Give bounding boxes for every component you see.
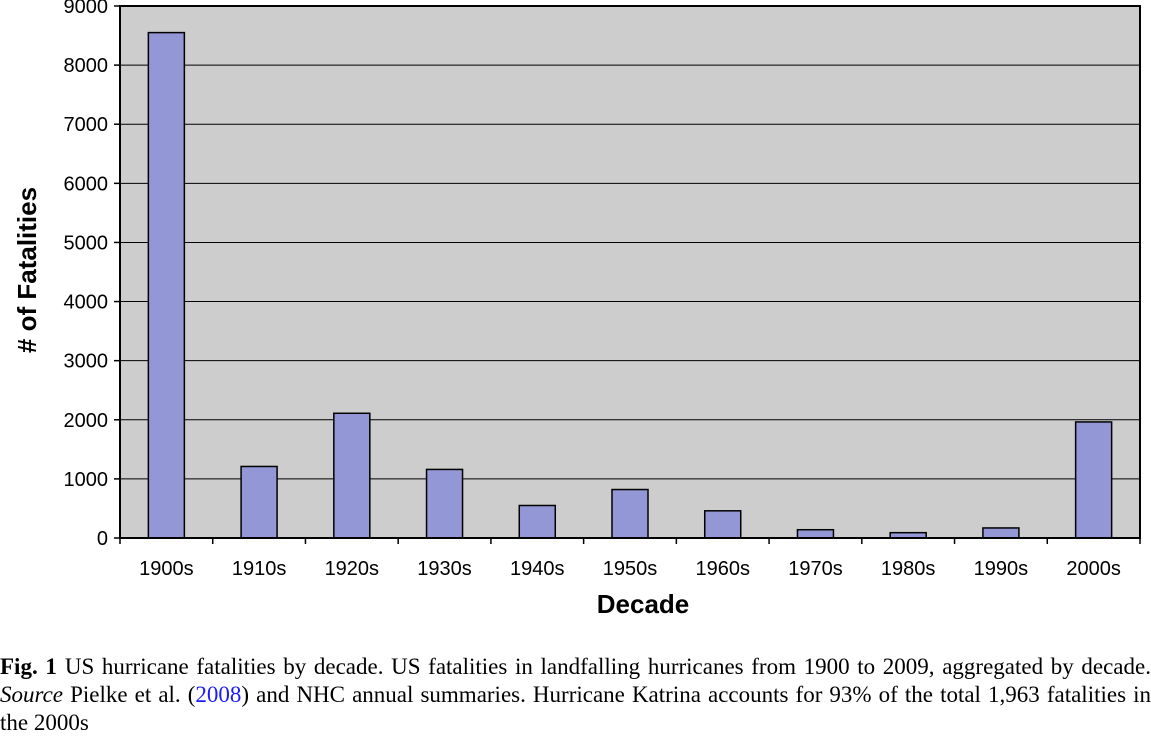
caption-text-1: US hurricane fatalities by decade. US fa…	[64, 654, 1151, 679]
figure-caption: Fig. 1 US hurricane fatalities by decade.…	[0, 653, 1151, 737]
y-tick-label: 2000	[64, 410, 109, 432]
bar-1970s	[796, 528, 835, 539]
y-tick-label: 8000	[64, 55, 109, 77]
bar-1920s	[333, 412, 371, 539]
y-tick-label: 9000	[64, 0, 109, 18]
bar-1960s	[703, 510, 742, 539]
y-tick-label: 5000	[64, 232, 109, 254]
x-axis-title: Decade	[597, 589, 690, 619]
y-tick-label: 0	[97, 528, 108, 550]
x-tick-labels: 1900s 1910s 1920s 1930s 1940s 1950s 1960s 1970s…	[119, 538, 1141, 580]
x-tick-label: 2000s	[1066, 558, 1121, 580]
y-tick-label: 4000	[64, 292, 109, 314]
x-tick-label: 1930s	[417, 558, 472, 580]
y-axis-title: # of Fatalities	[12, 187, 42, 353]
caption-source-label: Source	[0, 682, 64, 707]
bar-1990s	[982, 527, 1020, 539]
bar-1940s	[518, 504, 557, 539]
x-tick-label: 1940s	[510, 558, 565, 580]
caption-text-3: ) and NHC annual summaries. Hurricane Ka…	[0, 682, 1151, 735]
caption-text-2: Pielke et al. (	[63, 682, 196, 707]
x-tick-label: 1980s	[881, 558, 936, 580]
x-tick-label: 1960s	[695, 558, 750, 580]
y-tick-labels: 0 1000 2000 3000 4000 5000 6000 7000 8000 9000	[64, 0, 120, 550]
x-tick-label: 1900s	[139, 558, 194, 580]
bar-1950s	[611, 488, 649, 539]
x-tick-label: 1970s	[788, 558, 843, 580]
x-tick-label: 1920s	[325, 558, 380, 580]
reference-link[interactable]: 2008	[195, 682, 242, 707]
figure-label: Fig. 1	[0, 654, 57, 679]
y-tick-label: 7000	[64, 114, 109, 136]
bar-2000s	[1074, 421, 1113, 539]
bar-1910s	[240, 465, 278, 539]
x-tick-label: 1990s	[974, 558, 1029, 580]
x-tick-label: 1910s	[232, 558, 287, 580]
plot-area	[119, 5, 1141, 539]
bars	[147, 31, 1113, 539]
bar-1900s	[147, 31, 186, 539]
y-tick-label: 1000	[64, 469, 109, 491]
bar-1930s	[425, 468, 464, 539]
x-tick-label: 1950s	[603, 558, 658, 580]
bar-chart: 0 1000 2000 3000 4000 5000 6000 7000 8000 9000 19…	[12, 0, 1141, 619]
y-tick-label: 3000	[64, 351, 109, 373]
gridlines	[120, 64, 1140, 480]
y-tick-label: 6000	[64, 173, 109, 195]
